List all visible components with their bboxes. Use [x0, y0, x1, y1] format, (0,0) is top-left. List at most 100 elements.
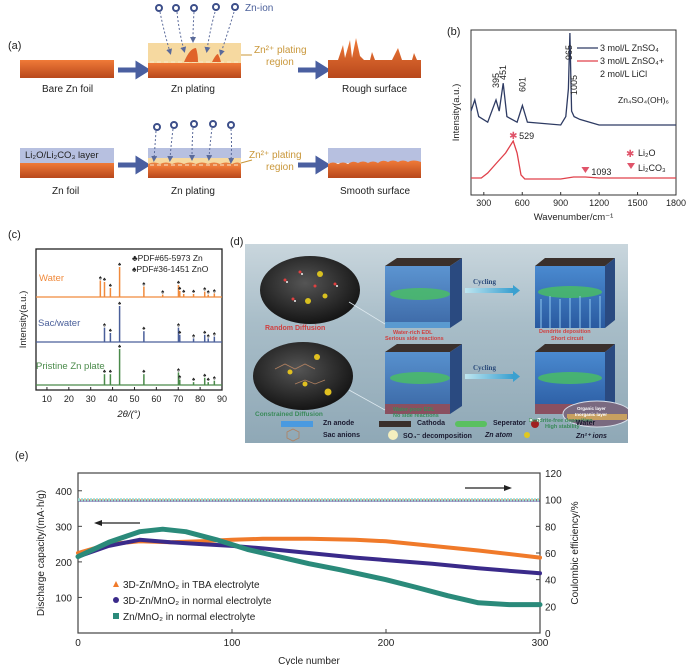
- peak-marker: ♠: [207, 290, 211, 296]
- stage-zn-plating-1: Zn plating: [171, 84, 215, 95]
- x-tick-label: 0: [75, 638, 81, 649]
- legend-cathode: Cathoda: [417, 420, 445, 427]
- organic-layer-label: Organic layer: [577, 406, 606, 411]
- capacity-series-2: [76, 537, 542, 576]
- smooth-surface: [328, 160, 421, 178]
- peak-marker: ♠: [103, 323, 107, 329]
- legend-marker-1: [113, 581, 119, 587]
- peak-marker: ♠: [213, 332, 217, 338]
- legend-zn-anode: Zn anode: [323, 420, 355, 427]
- x-tick-label: 300: [532, 638, 549, 649]
- series-line-2: [471, 139, 676, 180]
- peak-marker: ♠: [109, 369, 113, 375]
- plating-region-label-1b: region: [266, 57, 294, 68]
- separator-icon: [455, 421, 487, 427]
- plating-region-label-2: Zn²⁺ plating: [249, 150, 302, 161]
- zn-ion-icon: [524, 432, 530, 438]
- plating-region-label-2b: region: [266, 162, 294, 173]
- li-layer: [20, 148, 114, 164]
- side-reactions-label: Serious side reactions: [385, 336, 444, 342]
- series-label-3: Pristine Zn plate: [36, 361, 105, 372]
- x-tick-label: 600: [515, 198, 530, 208]
- peak-marker: ♠: [182, 289, 186, 295]
- peak-marker: ♠: [192, 377, 196, 383]
- panel-d-label: (d): [230, 236, 244, 248]
- peak-marker: ♠: [109, 283, 113, 289]
- peak-marker: ♠: [203, 330, 207, 336]
- peak-label: 529: [519, 131, 534, 141]
- peak-marker: ♠: [178, 330, 182, 336]
- peak-label: 1093: [591, 167, 611, 177]
- y-axis-label: Intensity(a.u.): [18, 291, 29, 349]
- peak-marker: ♠: [161, 290, 165, 296]
- peak-marker: ♠: [118, 301, 122, 307]
- peak-label: 451: [498, 65, 508, 80]
- stage-rough-surface: Rough surface: [342, 84, 408, 95]
- plot-frame: [35, 248, 223, 391]
- panel-a-label: (a): [8, 40, 22, 52]
- zn-foil-plating: [148, 63, 241, 78]
- peak-marker: ♠: [177, 280, 181, 286]
- peak-marker: ♠: [177, 367, 181, 373]
- water-rich-label: Water-rich EDL: [393, 330, 433, 336]
- marker-legend-label-1: Li₂O: [638, 148, 656, 158]
- plating-region-label-1: Zn²⁺ plating: [254, 45, 307, 56]
- panel-a-diagram: [20, 3, 421, 178]
- bare-zn-foil: [20, 60, 114, 78]
- zn-anode-icon: [281, 421, 313, 427]
- water-icon: [529, 418, 541, 428]
- right-arrow-head: [504, 485, 512, 491]
- stage-bare-zn-foil: Bare Zn foil: [42, 84, 94, 95]
- y-axis-label: Discharge capacity/(mA·h/g): [36, 490, 47, 616]
- li2o-marker: ✱: [509, 131, 517, 142]
- high-stability-label: High stability: [545, 424, 580, 430]
- zn-foil: [20, 163, 114, 178]
- peak-marker: ♠: [142, 369, 146, 375]
- constrained-diffusion-label: Constrained Diffusion: [255, 411, 323, 418]
- x-tick-label: 20: [64, 394, 74, 404]
- short-circuit-label: Short circuit: [551, 336, 584, 342]
- peak-marker: ♠: [207, 377, 211, 383]
- smooth-coating: [328, 148, 421, 163]
- x-tick-label: 50: [129, 394, 139, 404]
- left-arrow-head: [94, 520, 102, 526]
- y-axis-label: Intensity(a.u.): [451, 84, 462, 142]
- y2-tick-label: 100: [545, 496, 562, 507]
- peak-marker: ♠: [118, 262, 122, 268]
- x-tick-label: 10: [42, 394, 52, 404]
- stage-zn-foil: Zn foil: [52, 186, 80, 197]
- x-tick-label: 40: [108, 394, 118, 404]
- legend-label-2: 3 mol/L ZnSO₄+: [600, 56, 664, 66]
- y2-axis-label: Coulombic efficiency/%: [570, 501, 581, 604]
- li-layer-label: Li₂O/Li₂CO₃ layer: [25, 150, 99, 161]
- legend-zno: ♠PDF#36-1451 ZnO: [132, 264, 209, 274]
- y-tick-label: 400: [55, 487, 72, 498]
- panel-e-label: (e): [15, 450, 29, 462]
- dendrite-free-label: Dendrite-free deposition: [529, 418, 593, 424]
- legend-label-2: 3D-Zn/MnO₂ in normal electrolyte: [123, 596, 272, 607]
- peak-marker: ♠: [118, 344, 122, 350]
- x-tick-label: 1200: [589, 198, 609, 208]
- x-tick-label: 90: [217, 394, 227, 404]
- sac-anion-icon: [286, 428, 300, 442]
- series-label-1: Water: [39, 273, 64, 284]
- panel-c-label: (c): [8, 229, 21, 241]
- panel-d-graphics: [253, 256, 628, 442]
- peak-marker: ♠: [178, 286, 182, 292]
- process-arrow: [298, 60, 331, 80]
- x-tick-label: 1500: [628, 198, 648, 208]
- x-tick-label: 300: [476, 198, 491, 208]
- peak-label: 1005: [569, 75, 579, 95]
- process-arrow: [298, 155, 331, 175]
- peak-marker: ♠: [178, 375, 182, 381]
- compound-label: Zn₄SO₄(OH)₆: [618, 95, 669, 105]
- legend-marker-3: [113, 613, 119, 619]
- peak-marker: ♠: [103, 277, 107, 283]
- series-line-1: [470, 32, 676, 126]
- zn-ion-label: Zn-ion: [245, 3, 274, 14]
- y-tick-label: 300: [55, 522, 72, 533]
- y2-tick-label: 60: [545, 549, 557, 560]
- x-tick-label: 200: [378, 638, 395, 649]
- random-diffusion-sphere: [260, 256, 360, 324]
- peak-label: 965: [564, 45, 574, 60]
